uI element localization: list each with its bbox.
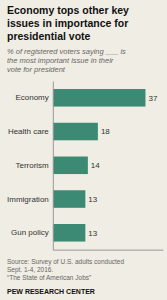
y-tick-label: Immigration [7, 195, 49, 204]
title-line: Economy tops other key [7, 4, 129, 16]
source-note-line: Sept. 1-4, 2016. [7, 266, 53, 274]
x-axis-line [53, 250, 163, 251]
data-label: 37 [148, 94, 157, 103]
data-label: 13 [88, 195, 97, 204]
data-label: 13 [88, 229, 97, 238]
title-line: presidential vote [7, 30, 91, 42]
bar [53, 123, 98, 141]
subtitle-line: the most important issue in their [7, 56, 114, 65]
data-label: 18 [101, 127, 110, 136]
source-note-line: Source: Survey of U.S. adults conducted [7, 258, 124, 266]
title: Economy tops other keyissues in importan… [7, 4, 129, 41]
data-label: 14 [91, 161, 100, 170]
title-line: issues in importance for [7, 17, 128, 29]
bar [53, 157, 88, 175]
footer: PEW RESEARCH CENTER [7, 288, 95, 295]
source-note-line: “The State of American Jobs” [7, 274, 91, 281]
y-tick: Gun policy [11, 228, 53, 237]
bar [53, 224, 86, 242]
y-tick: Health care [8, 127, 53, 136]
y-axis: Economy Health care Terrorism Immigration Gu… [7, 81, 53, 250]
bars [53, 89, 146, 242]
background [0, 0, 167, 300]
chart-svg: Economy tops other keyissues in importan… [0, 0, 167, 300]
y-axis-line [53, 81, 54, 250]
data-labels: 37 18 14 13 13 [88, 94, 158, 238]
y-tick-label: Gun policy [11, 228, 49, 237]
source-note: Source: Survey of U.S. adults conductedS… [7, 258, 124, 282]
y-tick: Terrorism [15, 161, 52, 170]
y-tick-label: Economy [15, 93, 48, 102]
bar [53, 190, 86, 208]
subtitle: % of registered voters saying ___ isthe … [7, 47, 126, 75]
y-tick-label: Health care [8, 127, 49, 136]
y-tick: Immigration [7, 195, 53, 204]
x-axis [53, 250, 163, 251]
y-tick-label: Terrorism [15, 161, 49, 170]
y-tick: Economy [15, 93, 52, 102]
bar [53, 89, 146, 107]
subtitle-line: % of registered voters saying ___ is [7, 47, 126, 56]
footer-line: PEW RESEARCH CENTER [7, 288, 95, 295]
subtitle-line: vote for president [7, 65, 66, 74]
